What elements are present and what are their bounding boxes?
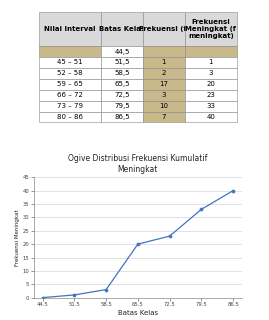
X-axis label: Batas Kelas: Batas Kelas [118, 309, 158, 316]
Y-axis label: Frekuensi Meningkat: Frekuensi Meningkat [15, 209, 20, 266]
Title: Ogive Distribusi Frekuensi Kumulatif
Meningkat: Ogive Distribusi Frekuensi Kumulatif Men… [68, 154, 208, 174]
